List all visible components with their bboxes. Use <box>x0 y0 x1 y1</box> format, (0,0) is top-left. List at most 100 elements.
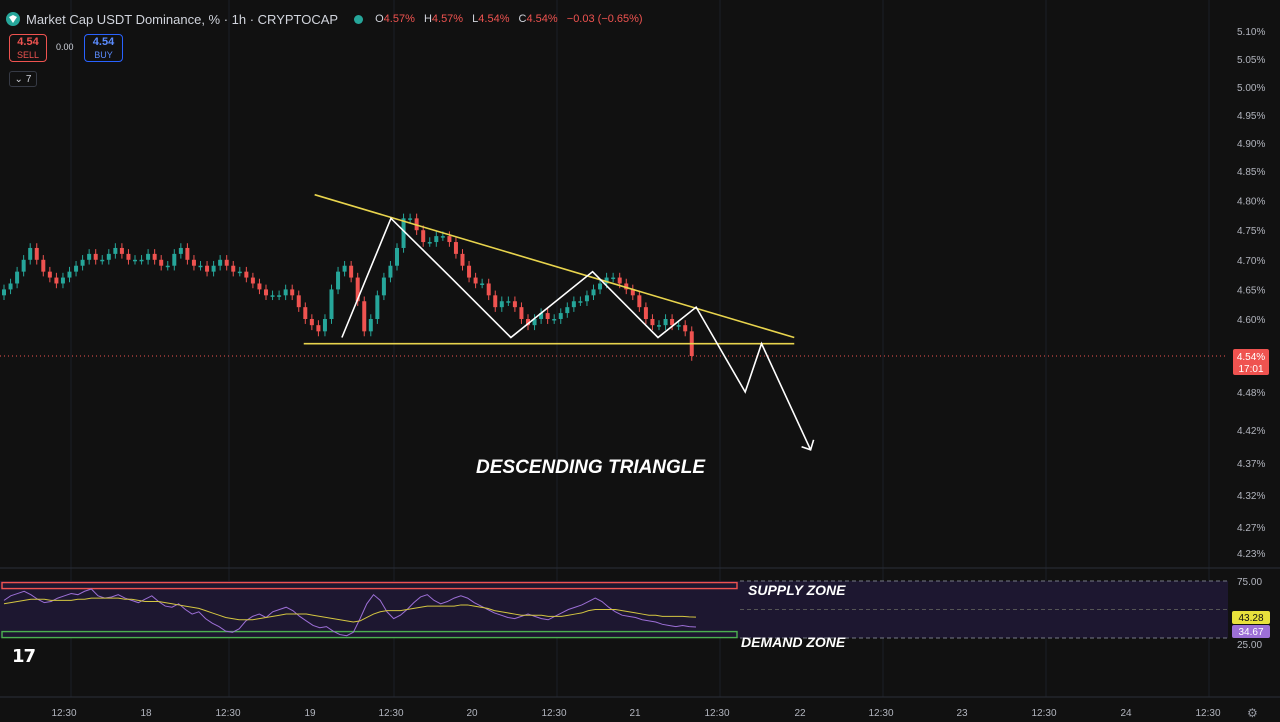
symbol-title[interactable]: Market Cap USDT Dominance, % · 1h · CRYP… <box>26 11 339 27</box>
candle-body-82 <box>539 313 544 319</box>
market-status-icon <box>354 14 364 24</box>
candle-body-54 <box>355 277 360 302</box>
candle-body-34 <box>224 259 229 266</box>
candle-body-104 <box>683 325 688 332</box>
candle-body-102 <box>670 319 675 326</box>
candle-body-77 <box>506 301 511 303</box>
indicators-toggle-button[interactable]: ⌄ 7 <box>9 71 37 87</box>
buy-price: 4.54 <box>92 36 115 48</box>
tradingview-logo-icon[interactable]: 17 <box>12 646 36 667</box>
price-tick-12: 4.42% <box>1237 426 1265 437</box>
buy-button[interactable]: 4.54 BUY <box>84 34 123 62</box>
buy-label: BUY <box>94 50 113 60</box>
candle-body-50 <box>329 289 334 319</box>
price-axis[interactable]: 5.10% 5.05% 5.00% 4.95% 4.90% 4.85% 4.80% 4.75%… <box>1237 27 1265 560</box>
candle-body-3 <box>21 259 26 272</box>
candle-body-99 <box>650 319 655 326</box>
change-value: −0.03 (−0.65%) <box>566 13 643 25</box>
demand-zone-label: DEMAND ZONE <box>741 634 846 650</box>
price-grid <box>70 0 1210 697</box>
candle-body-26 <box>172 253 177 266</box>
candle-body-52 <box>342 265 347 272</box>
time-tick-5: 20 <box>466 708 478 719</box>
pattern-annotation: DESCENDING TRIANGLE <box>476 457 706 478</box>
candle-body-37 <box>244 271 249 278</box>
supply-zone <box>1 581 738 590</box>
candle-body-65 <box>427 242 432 244</box>
candle-body-41 <box>270 295 275 297</box>
price-tick-7: 4.75% <box>1237 226 1265 237</box>
rsi-value: 34.67 <box>1238 627 1263 638</box>
price-tick-13: 4.37% <box>1237 459 1265 470</box>
time-tick-4: 12:30 <box>378 708 403 719</box>
candle-body-42 <box>277 295 282 297</box>
candle-body-11 <box>74 265 79 272</box>
candle-body-39 <box>257 283 262 290</box>
current-price-tag: 4.54% 17:01 <box>1233 349 1269 375</box>
price-tick-5: 4.85% <box>1237 167 1265 178</box>
candle-body-59 <box>388 265 393 278</box>
candle-body-21 <box>139 259 144 262</box>
gear-icon[interactable]: ⚙ <box>1247 706 1258 720</box>
candle-body-2 <box>15 271 20 284</box>
candle-body-73 <box>480 283 485 285</box>
rsi-tick-25: 25.00 <box>1237 640 1262 651</box>
candle-body-85 <box>558 313 563 319</box>
rsi-ma-value-tag: 43.28 <box>1232 611 1270 624</box>
candle-body-89 <box>584 295 589 302</box>
candle-body-13 <box>87 253 92 260</box>
price-tick-11: 4.48% <box>1237 388 1265 399</box>
indicators-count: 7 <box>25 73 32 85</box>
time-tick-1: 18 <box>140 708 152 719</box>
low-value: 4.54% <box>478 13 510 25</box>
candle-body-10 <box>67 271 72 278</box>
candle-body-32 <box>211 265 216 272</box>
candle-body-15 <box>100 259 105 262</box>
candle-body-103 <box>676 325 681 327</box>
price-tick-16: 4.23% <box>1237 549 1265 560</box>
candle-body-86 <box>565 307 570 314</box>
candle-body-31 <box>205 265 210 272</box>
candle-body-7 <box>47 271 52 278</box>
candle-body-67 <box>440 236 445 238</box>
candle-body-98 <box>643 307 648 319</box>
time-tick-6: 12:30 <box>541 708 566 719</box>
candle-body-78 <box>512 301 517 308</box>
rsi-tick-75: 75.00 <box>1237 577 1262 588</box>
candle-body-25 <box>165 265 170 268</box>
sell-button[interactable]: 4.54 SELL <box>9 34 47 62</box>
price-tick-14: 4.32% <box>1237 491 1265 502</box>
candle-body-38 <box>250 277 255 284</box>
candle-body-49 <box>322 319 327 332</box>
time-tick-3: 19 <box>304 708 316 719</box>
time-tick-11: 23 <box>956 708 968 719</box>
time-tick-13: 24 <box>1120 708 1132 719</box>
candle-body-64 <box>421 230 426 243</box>
candle-body-45 <box>296 295 301 308</box>
time-tick-10: 12:30 <box>868 708 893 719</box>
candle-body-17 <box>113 247 118 254</box>
candle-body-76 <box>499 301 504 308</box>
candle-body-12 <box>80 259 85 266</box>
projected-price-path <box>341 216 812 451</box>
close-value: 4.54% <box>526 13 558 25</box>
high-label: H <box>423 13 432 25</box>
candle-body-55 <box>362 301 367 332</box>
price-tick-3: 4.95% <box>1237 111 1265 122</box>
price-tick-10: 4.60% <box>1237 315 1265 326</box>
triangle-upper-line <box>314 193 795 339</box>
open-value: 4.57% <box>383 13 415 25</box>
candle-body-95 <box>624 283 629 290</box>
candle-body-96 <box>630 289 635 296</box>
candle-body-92 <box>604 277 609 284</box>
price-tick-6: 4.80% <box>1237 197 1265 208</box>
time-axis[interactable]: 12:30 18 12:30 19 12:30 20 12:30 21 12:30 22 12:30… <box>51 708 1220 719</box>
candle-body-14 <box>93 253 98 260</box>
price-tick-1: 5.05% <box>1237 55 1265 66</box>
high-value: 4.57% <box>431 13 464 25</box>
time-tick-0: 12:30 <box>51 708 76 719</box>
candle-body-0 <box>2 289 6 296</box>
demand-zone <box>1 630 738 639</box>
